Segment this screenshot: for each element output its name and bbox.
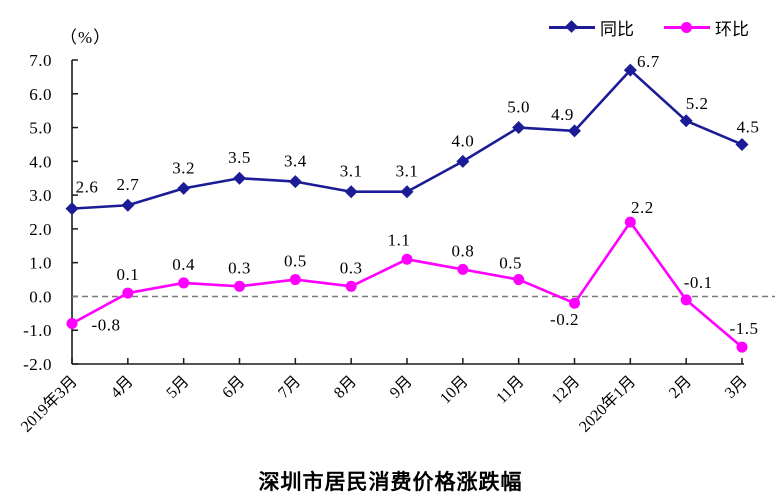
huanbi-point-marker — [122, 287, 134, 299]
tongbi-point-marker — [233, 171, 246, 185]
x-tick-label: 2月 — [666, 373, 695, 402]
huanbi-point-label: 1.1 — [388, 230, 411, 249]
x-tick-label: 6月 — [219, 373, 248, 402]
x-tick-label: 9月 — [387, 373, 416, 402]
chart-title: 深圳市居民消费价格涨跌幅 — [258, 470, 523, 494]
tongbi-point-marker — [735, 137, 749, 151]
x-tick-label: 4月 — [108, 373, 137, 402]
legend: 同比 环比 — [549, 15, 749, 40]
huanbi-point-label: 0.3 — [340, 258, 363, 277]
y-tick-label: 6.0 — [29, 85, 52, 104]
y-tick-label: -1.0 — [23, 321, 52, 340]
tongbi-point-marker — [177, 181, 191, 195]
x-tick-label: 7月 — [275, 373, 304, 402]
tongbi-point-marker — [121, 198, 135, 212]
tongbi-point-marker — [679, 114, 693, 128]
huanbi-point-label: 0.3 — [228, 258, 251, 277]
y-tick-label: 5.0 — [29, 119, 52, 138]
huanbi-point-label: 0.5 — [499, 254, 522, 273]
huanbi-point-marker — [680, 294, 692, 306]
y-tick-label: 1.0 — [29, 254, 52, 273]
x-tick-label: 5月 — [163, 373, 192, 402]
tongbi-point-marker — [400, 185, 414, 199]
huanbi-point-label: 0.4 — [172, 255, 195, 274]
x-tick-label: 10月 — [437, 373, 472, 408]
tongbi-point-marker — [288, 175, 302, 189]
huanbi-point-label: 0.1 — [116, 265, 139, 284]
huanbi-point-marker — [234, 280, 245, 292]
huanbi-point-marker — [345, 280, 357, 292]
tongbi-point-label: 4.5 — [737, 117, 760, 136]
tongbi-point-label: 3.2 — [172, 158, 195, 177]
huanbi-point-marker — [736, 341, 748, 353]
huanbi-point-label: 0.8 — [451, 241, 474, 260]
y-tick-label: 0.0 — [29, 287, 52, 306]
tongbi-point-label: 4.0 — [451, 131, 474, 150]
legend-label-tongbi: 同比 — [600, 20, 634, 39]
y-tick-label: 2.0 — [29, 220, 52, 239]
huanbi-point-marker — [624, 216, 636, 228]
x-tick-label: 2019年3月 — [17, 372, 81, 436]
huanbi-point-marker — [66, 317, 78, 329]
tongbi-point-label: 6.7 — [637, 52, 660, 71]
x-tick-label: 8月 — [331, 373, 360, 402]
huanbi-line-marker-icon — [664, 21, 710, 33]
tongbi-point-label: 4.9 — [551, 105, 574, 124]
huanbi-point-label: -0.1 — [684, 273, 713, 292]
huanbi-point-label: 2.2 — [631, 198, 654, 217]
y-tick-label: -2.0 — [23, 355, 52, 374]
huanbi-point-marker — [513, 274, 525, 286]
legend-item-tongbi: 同比 — [549, 15, 634, 40]
tongbi-point-label: 3.4 — [284, 152, 307, 171]
tongbi-point-label: 3.5 — [228, 148, 251, 167]
legend-label-huanbi: 环比 — [715, 20, 749, 39]
legend-item-huanbi: 环比 — [664, 15, 749, 40]
huanbi-point-label: -0.2 — [550, 310, 579, 329]
huanbi-point-marker — [457, 263, 469, 275]
x-tick-label: 11月 — [493, 373, 527, 407]
huanbi-point-label: -0.8 — [92, 315, 121, 334]
y-axis-unit-label: （%） — [60, 28, 112, 47]
x-tick-label: 2020年1月 — [576, 372, 640, 436]
tongbi-line-marker-icon — [549, 20, 595, 33]
x-tick-label: 12月 — [549, 373, 584, 408]
tongbi-point-label: 2.6 — [76, 178, 99, 197]
y-tick-label: 3.0 — [29, 186, 52, 205]
y-tick-label: 7.0 — [29, 51, 52, 70]
tongbi-point-label: 2.7 — [116, 175, 139, 194]
tongbi-point-label: 5.0 — [507, 98, 530, 117]
huanbi-point-marker — [401, 253, 413, 265]
tongbi-point-marker — [456, 154, 470, 168]
tongbi-point-marker — [344, 185, 358, 199]
tongbi-point-marker — [568, 124, 581, 138]
huanbi-point-label: 0.5 — [284, 252, 307, 271]
tongbi-point-marker — [623, 63, 637, 77]
huanbi-point-marker — [569, 297, 580, 309]
tongbi-point-marker — [65, 202, 79, 216]
y-tick-label: 4.0 — [29, 152, 52, 171]
huanbi-point-label: -1.5 — [730, 319, 759, 338]
tongbi-point-label: 3.1 — [396, 162, 419, 181]
huanbi-point-marker — [289, 274, 301, 286]
tongbi-point-label: 5.2 — [686, 94, 709, 113]
x-tick-label: 3月 — [722, 373, 751, 402]
tongbi-point-marker — [512, 121, 526, 135]
legend-dot-huanbi — [681, 21, 692, 33]
huanbi-point-marker — [178, 277, 190, 289]
tongbi-point-label: 3.1 — [340, 162, 363, 181]
